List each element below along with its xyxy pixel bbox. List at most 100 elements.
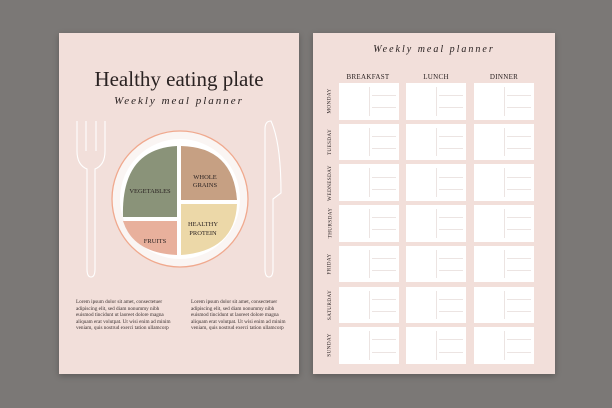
- whole-grains-label-2: GRAINS: [193, 182, 218, 189]
- cell-divider: [436, 249, 437, 279]
- cell-writing-line: [507, 270, 531, 272]
- healthy-protein-label-2: PROTEIN: [189, 230, 217, 237]
- cell-divider: [504, 290, 505, 319]
- whole-grains-segment: [181, 146, 237, 200]
- cell-writing-line: [372, 257, 396, 259]
- cell-divider: [504, 168, 505, 197]
- day-label-wednesday: WEDNESDAY: [324, 164, 336, 201]
- cell-writing-line: [439, 148, 463, 150]
- healthy-protein-segment: [181, 204, 237, 255]
- meal-cell-wednesday-breakfast[interactable]: [339, 164, 399, 201]
- cell-writing-line: [507, 257, 531, 259]
- cell-writing-line: [439, 257, 463, 259]
- meal-cell-thursday-dinner[interactable]: [474, 205, 534, 242]
- cell-divider: [504, 127, 505, 157]
- cell-writing-line: [372, 176, 396, 178]
- cell-divider: [369, 127, 370, 157]
- cell-divider: [369, 331, 370, 360]
- day-label-text: THURSDAY: [327, 207, 334, 239]
- day-label-text: SATURDAY: [327, 289, 334, 320]
- meal-cell-saturday-dinner[interactable]: [474, 286, 534, 323]
- cell-divider: [369, 249, 370, 279]
- cell-divider: [504, 87, 505, 116]
- cell-writing-line: [507, 95, 531, 97]
- day-label-text: MONDAY: [327, 88, 333, 114]
- cell-writing-line: [507, 339, 531, 341]
- day-label-friday: FRIDAY: [324, 246, 336, 283]
- fruits-segment: [123, 221, 177, 255]
- meal-cell-friday-breakfast[interactable]: [339, 245, 399, 283]
- cell-writing-line: [439, 351, 463, 353]
- vegetables-segment: [122, 146, 177, 217]
- meal-cell-friday-dinner[interactable]: [474, 245, 534, 283]
- meal-cell-tuesday-breakfast[interactable]: [339, 123, 399, 161]
- weekly-planner-page: Weekly meal planner BREAKFAST LUNCH DINN…: [313, 33, 555, 374]
- cell-writing-line: [439, 270, 463, 272]
- meal-cell-monday-lunch[interactable]: [406, 83, 466, 120]
- cell-divider: [369, 290, 370, 319]
- cell-divider: [504, 209, 505, 238]
- fork-icon: [76, 121, 106, 278]
- paragraph-2: Lorem ipsum dolor sit amet, consectetuer…: [191, 299, 286, 332]
- cell-writing-line: [507, 298, 531, 300]
- day-label-tuesday: TUESDAY: [324, 124, 336, 161]
- meal-cell-thursday-breakfast[interactable]: [339, 205, 399, 242]
- meal-cell-wednesday-lunch[interactable]: [406, 164, 466, 201]
- cell-writing-line: [439, 135, 463, 137]
- cell-writing-line: [372, 229, 396, 231]
- day-label-thursday: THURSDAY: [324, 205, 336, 242]
- cell-writing-line: [372, 310, 396, 312]
- day-label-monday: MONDAY: [324, 83, 336, 120]
- meal-cell-sunday-breakfast[interactable]: [339, 327, 399, 364]
- cell-writing-line: [372, 107, 396, 109]
- paragraph-1: Lorem ipsum dolor sit amet, consectetuer…: [76, 299, 171, 332]
- vegetables-label: VEGETABLES: [129, 188, 171, 195]
- column-header-lunch: LUNCH: [423, 73, 449, 81]
- cell-writing-line: [372, 339, 396, 341]
- healthy-protein-label-1: HEALTHY: [188, 221, 218, 228]
- column-header-dinner: DINNER: [489, 73, 519, 81]
- cell-writing-line: [372, 135, 396, 137]
- cell-writing-line: [507, 176, 531, 178]
- meal-cell-saturday-breakfast[interactable]: [339, 286, 399, 323]
- cell-writing-line: [439, 229, 463, 231]
- cell-writing-line: [372, 188, 396, 190]
- cell-writing-line: [439, 188, 463, 190]
- meal-cell-thursday-lunch[interactable]: [406, 205, 466, 242]
- cell-writing-line: [507, 351, 531, 353]
- planner-title: Weekly meal planner: [373, 44, 495, 55]
- meal-cell-friday-lunch[interactable]: [406, 245, 466, 283]
- fruits-label: FRUITS: [144, 238, 167, 245]
- meal-cell-sunday-dinner[interactable]: [474, 327, 534, 364]
- cell-writing-line: [507, 229, 531, 231]
- meal-cell-sunday-lunch[interactable]: [406, 327, 466, 364]
- cell-writing-line: [372, 270, 396, 272]
- cell-writing-line: [507, 148, 531, 150]
- cell-divider: [504, 249, 505, 279]
- meal-cell-monday-dinner[interactable]: [474, 83, 534, 120]
- cell-writing-line: [372, 351, 396, 353]
- day-label-saturday: SATURDAY: [324, 287, 336, 324]
- cell-writing-line: [439, 107, 463, 109]
- meal-cell-monday-breakfast[interactable]: [339, 83, 399, 120]
- cell-writing-line: [507, 310, 531, 312]
- day-label-text: WEDNESDAY: [327, 164, 334, 201]
- cell-divider: [436, 290, 437, 319]
- day-label-text: SUNDAY: [327, 333, 334, 358]
- cell-divider: [436, 209, 437, 238]
- meal-cell-tuesday-lunch[interactable]: [406, 123, 466, 161]
- cell-writing-line: [439, 298, 463, 300]
- meal-cell-wednesday-dinner[interactable]: [474, 164, 534, 201]
- cell-writing-line: [372, 148, 396, 150]
- meal-cell-tuesday-dinner[interactable]: [474, 123, 534, 161]
- cell-writing-line: [439, 339, 463, 341]
- whole-grains-label-1: WHOLE: [193, 174, 216, 181]
- cell-writing-line: [439, 310, 463, 312]
- cell-writing-line: [372, 95, 396, 97]
- healthy-plate-page: Healthy eating plate Weekly meal planner…: [59, 33, 299, 374]
- cell-writing-line: [439, 217, 463, 219]
- cell-writing-line: [372, 298, 396, 300]
- cell-writing-line: [372, 217, 396, 219]
- meal-cell-saturday-lunch[interactable]: [406, 286, 466, 323]
- day-label-text: TUESDAY: [327, 128, 333, 156]
